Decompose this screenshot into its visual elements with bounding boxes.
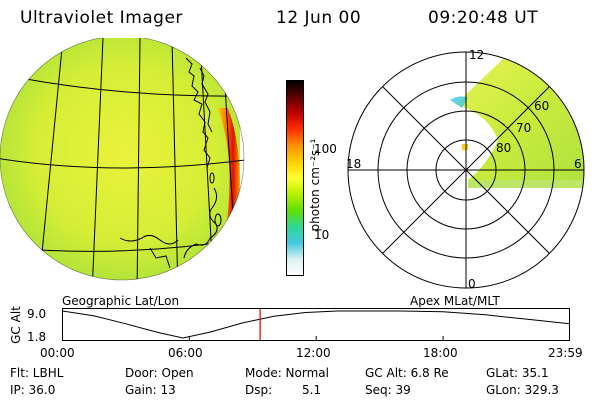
colorbar-unit-label: photon cm⁻²s⁻¹ xyxy=(308,138,322,232)
info-door: Door: Open xyxy=(125,366,194,380)
mlt-label-12: 12 xyxy=(469,48,484,62)
info-dsp-value: 5.1 xyxy=(302,383,322,397)
date-label: 12 Jun 00 xyxy=(276,8,362,28)
timeline-xtick-4: 23:59 xyxy=(548,346,583,360)
globe-image xyxy=(0,38,245,281)
colorbar-gradient xyxy=(286,80,304,276)
timeline-xtick-1: 06:00 xyxy=(168,346,203,360)
app-title: Ultraviolet Imager xyxy=(20,8,183,28)
timeline-xtick-3: 18:00 xyxy=(423,346,458,360)
timeline-frame xyxy=(62,308,570,341)
mlat-label-60: 60 xyxy=(534,99,549,113)
altitude-curve xyxy=(62,310,570,339)
info-dsp-label: Dsp: xyxy=(245,383,273,397)
timeline-axis-label: GC Alt xyxy=(9,306,23,344)
globe-caption: Geographic Lat/Lon xyxy=(62,294,180,308)
mlt-label-6: 6 xyxy=(574,157,582,171)
info-seq: Seq: 39 xyxy=(365,383,411,397)
mlat-label-70: 70 xyxy=(516,121,531,135)
altitude-timeline xyxy=(62,308,570,341)
colorbar xyxy=(286,80,304,276)
colorbar-tick-100: 100 xyxy=(314,142,337,156)
info-ip: IP: 36.0 xyxy=(10,383,56,397)
info-flt: Flt: LBHL xyxy=(10,366,64,380)
timeline-ytick-max: 9.0 xyxy=(27,307,47,321)
timeline-xtick-0: 00:00 xyxy=(40,346,75,360)
timeline-xtick-2: 12:00 xyxy=(296,346,331,360)
timeline-ytick-min: 1.8 xyxy=(27,330,47,344)
info-gc-alt: GC Alt: 6.8 Re xyxy=(365,366,449,380)
colorbar-tick-10: 10 xyxy=(314,228,330,242)
info-gain: Gain: 13 xyxy=(125,383,176,397)
mlat-label-80: 80 xyxy=(496,141,511,155)
polar-plot: 12 18 6 0 60 70 80 xyxy=(346,48,585,291)
polar-caption: Apex MLat/MLT xyxy=(410,294,500,308)
info-mode: Mode: Normal xyxy=(245,366,329,380)
info-glat: GLat: 35.1 xyxy=(486,366,549,380)
mlt-label-0: 0 xyxy=(468,277,476,291)
time-label: 09:20:48 UT xyxy=(428,8,539,28)
mlt-label-18: 18 xyxy=(346,157,361,171)
info-glon: GLon: 329.3 xyxy=(486,383,559,397)
